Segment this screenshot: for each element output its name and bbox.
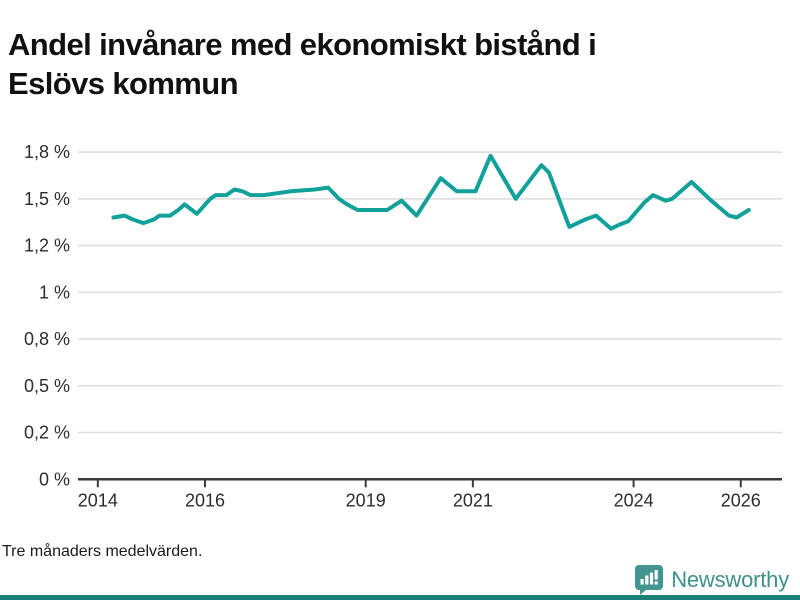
y-axis-tick-label: 1,8 % xyxy=(24,142,70,162)
y-axis-tick-label: 0,5 % xyxy=(24,376,70,396)
newsworthy-wordmark: Newsworthy xyxy=(671,567,789,592)
y-axis-tick-label: 0,2 % xyxy=(24,423,70,443)
tick-labels-group: 0 % 0,2 % 0,5 % 0,8 % 1 % 1,2 % 1,5 % 1,8 % 2014… xyxy=(24,142,761,510)
series-group xyxy=(111,153,751,231)
x-axis-tick-label: 2016 xyxy=(185,490,225,510)
x-axis-tick-label: 2024 xyxy=(614,490,654,510)
y-axis-tick-label: 0,8 % xyxy=(24,329,70,349)
page-title-line1: Andel invånare med ekonomiskt bistånd i xyxy=(8,26,597,62)
y-axis-tick-label: 0 % xyxy=(39,469,70,489)
brand-color-bar xyxy=(0,595,800,600)
newsworthy-logo[interactable]: Newsworthy xyxy=(634,564,789,596)
chart-footnote: Tre månaders medelvärden. xyxy=(2,543,203,560)
newsworthy-bar-chart-icon xyxy=(635,565,664,595)
page-title-line2: Eslövs kommun xyxy=(8,65,239,101)
x-axis-tick-label: 2019 xyxy=(346,490,386,510)
y-axis-tick-label: 1,2 % xyxy=(24,236,70,256)
x-axis-tick-label: 2026 xyxy=(721,490,761,510)
x-axis-tick-label: 2021 xyxy=(453,490,493,510)
y-axis-tick-label: 1,5 % xyxy=(24,189,70,209)
trend-line xyxy=(111,153,751,231)
axis-group xyxy=(78,478,782,488)
x-axis-tick-label: 2014 xyxy=(78,490,118,510)
y-axis-tick-label: 1 % xyxy=(39,282,70,302)
page-title: Andel invånare med ekonomiskt bistånd i … xyxy=(8,25,753,103)
